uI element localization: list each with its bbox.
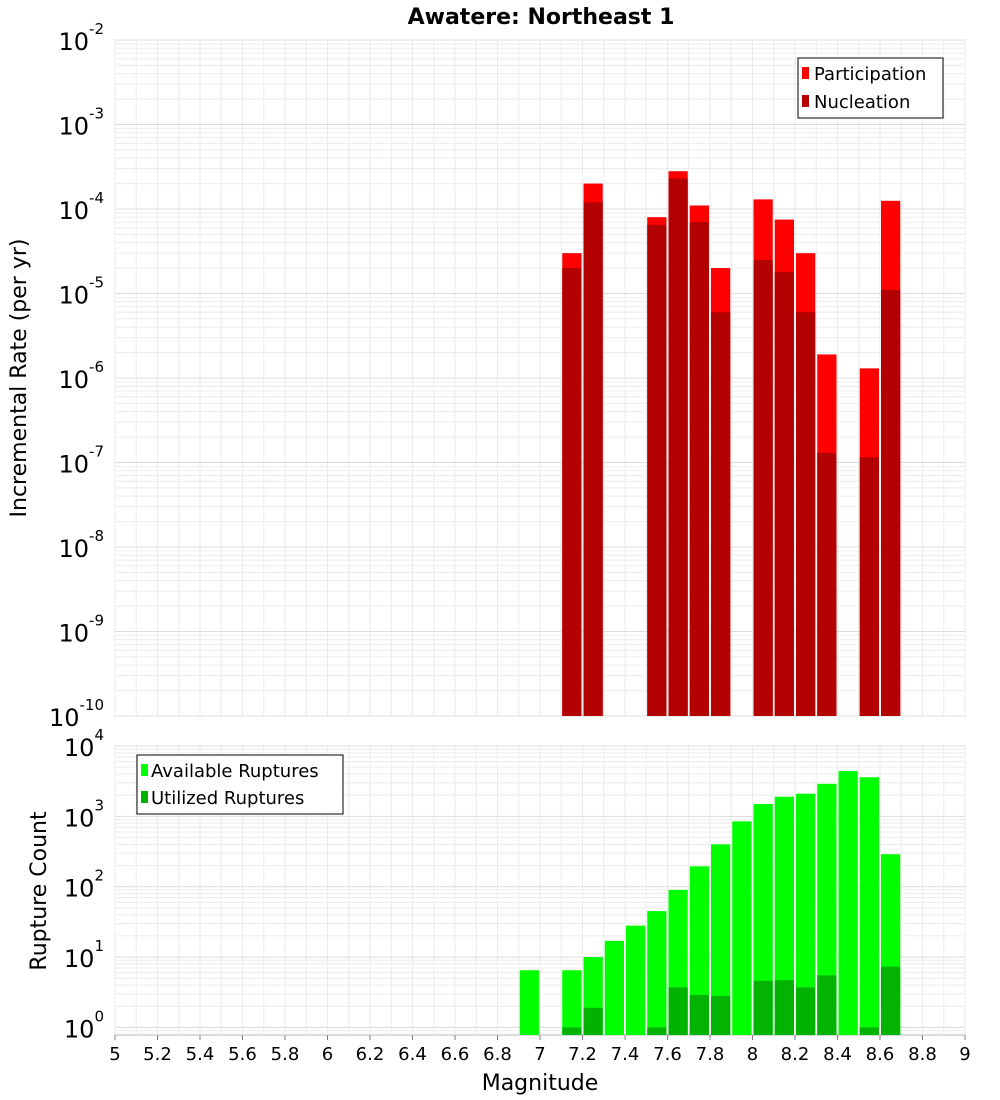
count-bar-utilized-ruptures (711, 995, 731, 1035)
participation-legend-label: Participation (814, 64, 926, 85)
count-bar-utilized-ruptures (881, 966, 901, 1035)
x-axis-label: Magnitude (482, 1071, 599, 1096)
count-legend: Available Ruptures Utilized Ruptures (136, 754, 344, 815)
rate-y-tick-label: 10-3 (58, 105, 104, 141)
count-bar-utilized-ruptures (774, 980, 794, 1035)
rate-bar-nucleation (753, 259, 773, 716)
rate-y-tick-label: 10-5 (58, 274, 104, 310)
x-tick-label: 7.2 (568, 1044, 597, 1065)
count-bar-utilized-ruptures (859, 1027, 879, 1035)
rate-bar-nucleation (859, 457, 879, 716)
count-bar-utilized-ruptures (689, 994, 709, 1035)
x-tick-label: 7.4 (611, 1044, 640, 1065)
rate-y-tick-label: 10-9 (58, 612, 104, 648)
x-tick-label: 7 (534, 1044, 545, 1065)
rate-plot-panel: 10-10 10-9 10-8 10-7 10-6 10-5 10-4 10-3 10-2 In… (7, 20, 966, 732)
count-bar-utilized-ruptures (647, 1027, 667, 1035)
rate-bars (562, 171, 901, 717)
count-bar-available-ruptures (796, 793, 816, 1035)
rate-bar-nucleation (689, 222, 709, 716)
count-bar-available-ruptures (626, 925, 646, 1035)
rate-bar-nucleation (668, 178, 688, 717)
utilized-legend-swatch (141, 791, 148, 803)
rate-bar-nucleation (583, 202, 603, 716)
rate-y-tick-label: 10-2 (58, 20, 104, 56)
x-tick-label: 5.4 (186, 1044, 215, 1065)
x-tick-label: 7.8 (696, 1044, 725, 1065)
rate-legend-box (797, 57, 944, 119)
count-bar-available-ruptures (689, 866, 709, 1035)
count-bar-available-ruptures (519, 970, 539, 1035)
count-bar-utilized-ruptures (562, 1027, 582, 1035)
available-legend-label: Available Ruptures (151, 761, 319, 782)
rate-bar-nucleation (647, 224, 667, 716)
count-y-tick-label: 102 (64, 867, 104, 903)
utilized-legend-label: Utilized Ruptures (151, 788, 304, 809)
count-y-tick-label: 104 (64, 726, 104, 762)
x-tick-label: 7.6 (653, 1044, 682, 1065)
x-tick-label: 5.8 (271, 1044, 300, 1065)
x-tick-label: 6.6 (441, 1044, 470, 1065)
rate-bar-nucleation (711, 312, 731, 716)
rate-y-tick-label: 10-10 (49, 696, 104, 732)
chart-title: Awatere: Northeast 1 (408, 5, 675, 30)
count-bar-available-ruptures (711, 844, 731, 1035)
rate-bar-nucleation (796, 312, 816, 716)
count-bar-available-ruptures (562, 970, 582, 1035)
count-bars (519, 771, 901, 1035)
count-bar-available-ruptures (753, 803, 773, 1035)
x-tick-label: 5 (109, 1044, 120, 1065)
count-bar-utilized-ruptures (668, 987, 688, 1035)
rate-y-ticks: 10-10 10-9 10-8 10-7 10-6 10-5 10-4 10-3 10-2 (49, 20, 104, 732)
rate-bar-nucleation (774, 271, 794, 716)
count-bar-utilized-ruptures (796, 987, 816, 1035)
x-tick-label: 6.8 (483, 1044, 512, 1065)
count-bar-utilized-ruptures (583, 1007, 603, 1035)
rate-legend: Participation Nucleation (797, 57, 944, 119)
x-tick-label: 8.4 (823, 1044, 852, 1065)
rate-bar-nucleation (562, 268, 582, 716)
x-tick-label: 8.8 (908, 1044, 937, 1065)
nucleation-legend-swatch (802, 95, 809, 107)
count-bar-available-ruptures (774, 796, 794, 1035)
count-bar-available-ruptures (604, 940, 624, 1035)
count-bar-utilized-ruptures (753, 980, 773, 1035)
count-bar-available-ruptures (732, 821, 752, 1035)
x-tick-label: 9 (959, 1044, 970, 1065)
x-tick-label: 6 (322, 1044, 333, 1065)
count-bar-available-ruptures (817, 783, 837, 1035)
count-y-tick-label: 100 (64, 1007, 104, 1043)
count-bar-available-ruptures (838, 771, 858, 1035)
x-tick-label: 8.2 (781, 1044, 810, 1065)
x-tick-label: 5.2 (143, 1044, 172, 1065)
count-bar-available-ruptures (859, 777, 879, 1035)
count-y-ticks: 100 101 102 103 104 (64, 726, 104, 1043)
x-tick-label: 5.6 (228, 1044, 257, 1065)
count-y-tick-label: 101 (64, 937, 104, 973)
rate-grid (114, 39, 966, 717)
count-y-tick-label: 103 (64, 796, 104, 832)
x-tick-label: 6.4 (398, 1044, 427, 1065)
rate-y-tick-label: 10-6 (58, 358, 104, 394)
available-legend-swatch (141, 764, 148, 776)
rate-y-axis-label: Incremental Rate (per yr) (7, 239, 32, 518)
participation-legend-swatch (802, 67, 809, 79)
count-y-axis-label: Rupture Count (27, 811, 52, 971)
x-ticks: 5 5.2 5.4 5.6 5.8 6 6.2 6.4 6.6 6.8 7 7.2 7.4 7.6 7.8 8… (109, 1035, 971, 1065)
x-tick-label: 6.2 (356, 1044, 385, 1065)
count-bar-utilized-ruptures (817, 975, 837, 1035)
x-tick-label: 8 (747, 1044, 758, 1065)
count-plot-panel: 100 101 102 103 104 5 5.2 5.4 5.6 5.8 6 6.2 6.4 6.6 6… (27, 726, 971, 1096)
rate-bar-nucleation (817, 452, 837, 716)
count-bar-available-ruptures (647, 911, 667, 1035)
rate-y-tick-label: 10-7 (58, 443, 104, 479)
nucleation-legend-label: Nucleation (814, 92, 910, 113)
rate-y-tick-label: 10-4 (58, 189, 104, 225)
rate-y-tick-label: 10-8 (58, 527, 104, 563)
x-tick-label: 8.6 (866, 1044, 895, 1065)
count-legend-box (136, 754, 344, 815)
rate-bar-nucleation (881, 290, 901, 716)
